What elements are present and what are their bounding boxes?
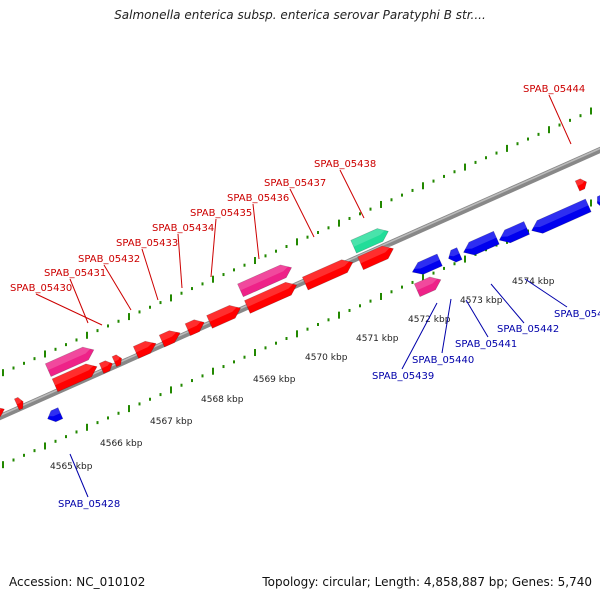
callout-line-SPAB_05435	[210, 218, 217, 278]
scale-label-4570-kbp: 4570 kbp	[305, 353, 348, 363]
gene-label-SPAB_05433: SPAB_05433	[116, 238, 178, 249]
forward-gene-arrow-3	[51, 363, 98, 393]
gene-label-SPAB_05439: SPAB_05439	[372, 371, 434, 382]
genome-axis-highlight	[0, 147, 600, 417]
reverse-gene-arrow-6	[530, 198, 592, 234]
gene-label-SPAB_05438: SPAB_05438	[314, 159, 376, 170]
scale-label-4565-kbp: 4565 kbp	[50, 462, 93, 472]
gene-label-SPAB_05443: SPAB_05443	[554, 309, 600, 320]
map-title: Salmonella enterica subsp. enterica sero…	[114, 8, 486, 22]
forward-gene-arrow-1	[0, 406, 5, 420]
callout-line-SPAB_05433	[141, 248, 159, 301]
callout-line-SPAB_05432	[103, 264, 132, 311]
scale-label-4566-kbp: 4566 kbp	[100, 439, 143, 449]
callout-line-SPAB_05436	[252, 203, 260, 260]
gene-label-SPAB_05428: SPAB_05428	[58, 499, 120, 510]
callout-line-SPAB_05434	[177, 233, 183, 289]
gene-label-SPAB_05430: SPAB_05430	[10, 283, 72, 294]
callout-line-SPAB_05441	[465, 299, 489, 338]
callout-line-SPAB_05428	[69, 453, 89, 498]
reverse-gene-arrow-3	[447, 247, 463, 263]
genome-axis	[0, 146, 600, 421]
scale-label-4571-kbp: 4571 kbp	[356, 334, 399, 344]
gene-label-SPAB_05431: SPAB_05431	[44, 268, 106, 279]
scale-label-4568-kbp: 4568 kbp	[201, 395, 244, 405]
label-layer: 4565 kbp 4566 kbp 4567 kbp 4568 kbp 4569 kbp…	[10, 84, 600, 510]
callout-line-SPAB_05437	[289, 188, 315, 238]
scale-label-4574-kbp: 4574 kbp	[512, 277, 555, 287]
scale-label-4572-kbp: 4572 kbp	[408, 315, 451, 325]
callout-line-SPAB_05440	[441, 298, 452, 354]
forward-gene-arrow-4	[98, 360, 113, 374]
forward-gene-arrow-10	[244, 281, 298, 314]
other-feature-arrow-17	[350, 228, 389, 254]
forward-gene-arrow-13	[574, 178, 587, 192]
forward-gene-arrow-11	[302, 259, 354, 291]
reverse-gene-arrow-7	[596, 194, 600, 208]
callout-line-SPAB_05438	[339, 169, 365, 219]
forward-gene-arrow-7	[158, 329, 181, 348]
gene-label-SPAB_05441: SPAB_05441	[455, 339, 517, 350]
reverse-gene-arrow-4	[462, 230, 500, 256]
reverse-gene-arrow-5	[497, 221, 530, 244]
scale-label-4573-kbp: 4573 kbp	[460, 296, 503, 306]
callout-line-SPAB_05442	[490, 283, 525, 324]
forward-gene-arrow-12	[357, 245, 394, 271]
gene-label-SPAB_05442: SPAB_05442	[497, 324, 559, 335]
callout-line-SPAB_05439	[401, 302, 438, 370]
callout-line-SPAB_05444	[548, 94, 572, 145]
callout-line-SPAB_05431	[69, 278, 89, 324]
forward-rna-arrow-14	[44, 346, 95, 377]
scale-label-4569-kbp: 4569 kbp	[253, 375, 296, 385]
tick-layer	[2, 107, 592, 469]
forward-gene-arrow-2	[13, 397, 24, 411]
forward-gene-arrow-6	[132, 340, 157, 359]
feature-layer	[0, 178, 600, 423]
accession-label: Accession: NC_010102	[9, 575, 146, 589]
gene-label-SPAB_05435: SPAB_05435	[190, 208, 252, 219]
forward-rna-arrow-16	[413, 276, 442, 298]
forward-gene-arrow-9	[206, 304, 241, 329]
callout-line-SPAB_05430	[35, 293, 103, 326]
reverse-gene-arrow-1	[46, 407, 64, 423]
backbone-layer	[0, 146, 600, 421]
gene-label-SPAB_05444: SPAB_05444	[523, 84, 585, 95]
genome-summary: Topology: circular; Length: 4,858,887 bp…	[262, 575, 592, 589]
forward-gene-arrow-8	[184, 319, 205, 336]
gene-label-SPAB_05434: SPAB_05434	[152, 223, 214, 234]
gene-label-SPAB_05437: SPAB_05437	[264, 178, 326, 189]
forward-rna-arrow-15	[237, 264, 293, 298]
callout-line-SPAB_05443	[524, 278, 568, 308]
forward-gene-arrow-5	[111, 354, 122, 368]
scale-label-4567-kbp: 4567 kbp	[150, 417, 193, 427]
gene-label-SPAB_05436: SPAB_05436	[227, 193, 289, 204]
gene-label-SPAB_05440: SPAB_05440	[412, 355, 474, 366]
gene-label-SPAB_05432: SPAB_05432	[78, 254, 140, 265]
reverse-gene-arrow-2	[410, 253, 443, 275]
